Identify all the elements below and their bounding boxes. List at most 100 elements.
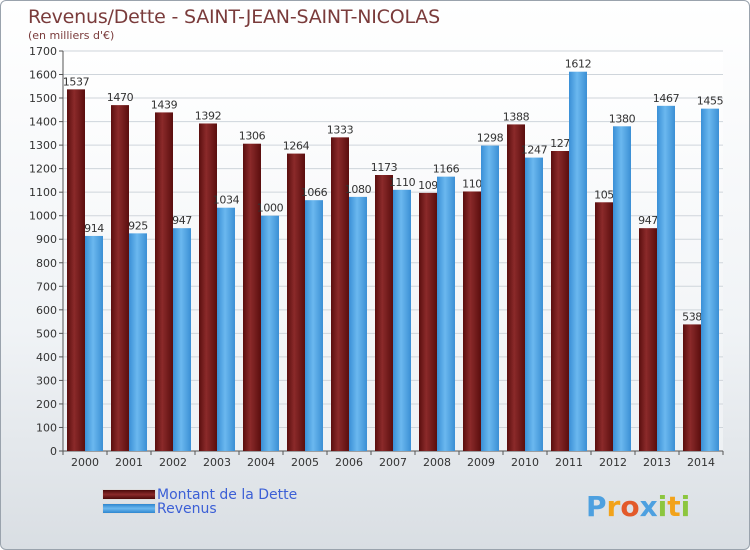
data-label-revenus: 1000 bbox=[257, 202, 284, 215]
y-tick-label: 1100 bbox=[29, 186, 57, 199]
data-label-dette: 1439 bbox=[151, 98, 178, 111]
y-tick-label: 0 bbox=[50, 445, 57, 458]
proxiti-logo: Proxiti bbox=[586, 490, 690, 523]
bar-dette bbox=[67, 89, 85, 452]
data-label-dette: 1392 bbox=[195, 109, 221, 122]
data-label-revenus: 1080 bbox=[345, 183, 372, 196]
y-tick-label: 800 bbox=[36, 257, 57, 270]
y-tick-label: 100 bbox=[36, 421, 57, 434]
bar-revenus bbox=[129, 233, 147, 451]
y-tick-label: 1500 bbox=[29, 92, 57, 105]
y-tick-label: 1000 bbox=[29, 210, 57, 223]
bar-dette bbox=[639, 228, 657, 451]
data-label-revenus: 1034 bbox=[213, 194, 240, 207]
y-tick-label: 200 bbox=[36, 398, 57, 411]
data-label-dette: 1173 bbox=[371, 161, 398, 174]
data-label-revenus: 914 bbox=[84, 222, 104, 235]
logo-letter: P bbox=[586, 490, 607, 523]
bar-revenus bbox=[349, 196, 367, 451]
x-tick-label: 2004 bbox=[247, 456, 275, 469]
bar-dette bbox=[595, 202, 613, 451]
x-tick-label: 2010 bbox=[511, 456, 539, 469]
data-label-revenus: 1247 bbox=[521, 144, 548, 157]
bar-dette bbox=[199, 123, 217, 452]
bar-revenus bbox=[261, 215, 279, 451]
bar-revenus bbox=[613, 126, 631, 451]
x-tick-label: 2013 bbox=[643, 456, 671, 469]
x-tick-label: 2005 bbox=[291, 456, 319, 469]
bar-dette bbox=[507, 124, 525, 451]
x-tick-label: 2008 bbox=[423, 456, 451, 469]
y-tick-label: 900 bbox=[36, 233, 57, 246]
data-label-revenus: 1298 bbox=[477, 132, 504, 145]
bar-dette bbox=[287, 153, 305, 451]
chart-subtitle: (en milliers d'€) bbox=[28, 29, 115, 42]
data-label-revenus: 1455 bbox=[697, 95, 724, 108]
bar-revenus bbox=[701, 108, 719, 451]
bar-dette bbox=[331, 137, 349, 451]
y-tick-label: 400 bbox=[36, 351, 57, 364]
data-label-dette: 110 bbox=[462, 177, 482, 190]
logo-letter: i bbox=[680, 490, 691, 523]
data-label-revenus: 1612 bbox=[565, 58, 591, 71]
data-label-revenus: 947 bbox=[172, 214, 192, 227]
bar-revenus bbox=[481, 145, 499, 451]
bar-revenus bbox=[393, 189, 411, 451]
logo-letter: t bbox=[667, 490, 681, 523]
x-tick-label: 2003 bbox=[203, 456, 231, 469]
data-label-revenus: 1110 bbox=[389, 176, 416, 189]
logo-letter: x bbox=[639, 490, 658, 523]
y-tick-label: 1300 bbox=[29, 139, 57, 152]
x-tick-label: 2009 bbox=[467, 456, 495, 469]
x-tick-label: 2002 bbox=[159, 456, 187, 469]
x-tick-label: 2006 bbox=[335, 456, 363, 469]
chart-title: Revenus/Dette - SAINT-JEAN-SAINT-NICOLAS bbox=[28, 6, 440, 28]
data-label-dette: 947 bbox=[638, 214, 658, 227]
data-label-dette: 105 bbox=[594, 188, 614, 201]
data-label-dette: 1306 bbox=[239, 130, 266, 143]
bar-dette bbox=[243, 143, 261, 452]
data-label-revenus: 1380 bbox=[609, 112, 636, 125]
legend-swatch-debt bbox=[102, 489, 156, 500]
y-tick-label: 1600 bbox=[29, 69, 57, 82]
bar-revenus bbox=[173, 228, 191, 451]
data-label-revenus: 1166 bbox=[433, 163, 460, 176]
y-tick-label: 1200 bbox=[29, 163, 57, 176]
data-label-dette: 1388 bbox=[503, 110, 530, 123]
x-tick-label: 2014 bbox=[687, 456, 715, 469]
bar-dette bbox=[683, 324, 701, 451]
y-tick-label: 500 bbox=[36, 327, 57, 340]
data-label-dette: 1470 bbox=[107, 91, 134, 104]
data-label-dette: 538 bbox=[682, 310, 702, 323]
y-tick-label: 1400 bbox=[29, 116, 57, 129]
bar-revenus bbox=[305, 200, 323, 451]
bar-revenus bbox=[437, 176, 455, 451]
bar-revenus bbox=[657, 105, 675, 451]
x-tick-label: 2007 bbox=[379, 456, 407, 469]
data-label-dette: 1333 bbox=[327, 123, 354, 136]
data-label-dette: 127 bbox=[550, 137, 570, 150]
logo-letter: i bbox=[657, 490, 668, 523]
x-tick-label: 2012 bbox=[599, 456, 627, 469]
bar-dette bbox=[375, 175, 393, 451]
data-label-revenus: 925 bbox=[128, 219, 148, 232]
legend-label-revenus: Revenus bbox=[157, 501, 217, 517]
logo-letter: o bbox=[620, 490, 640, 523]
data-label-dette: 1537 bbox=[63, 75, 90, 88]
bar-dette bbox=[551, 151, 569, 451]
data-label-dette: 109 bbox=[418, 179, 438, 192]
legend-label-debt: Montant de la Dette bbox=[157, 487, 298, 503]
y-tick-label: 300 bbox=[36, 374, 57, 387]
y-tick-label: 700 bbox=[36, 280, 57, 293]
logo-letter: r bbox=[606, 490, 621, 523]
bar-dette bbox=[463, 191, 481, 451]
bar-dette bbox=[111, 105, 129, 451]
bar-dette bbox=[155, 112, 173, 451]
bar-revenus bbox=[217, 207, 235, 451]
x-tick-label: 2001 bbox=[115, 456, 143, 469]
bar-dette bbox=[419, 192, 437, 451]
x-tick-label: 2011 bbox=[555, 456, 583, 469]
x-tick-label: 2000 bbox=[71, 456, 99, 469]
